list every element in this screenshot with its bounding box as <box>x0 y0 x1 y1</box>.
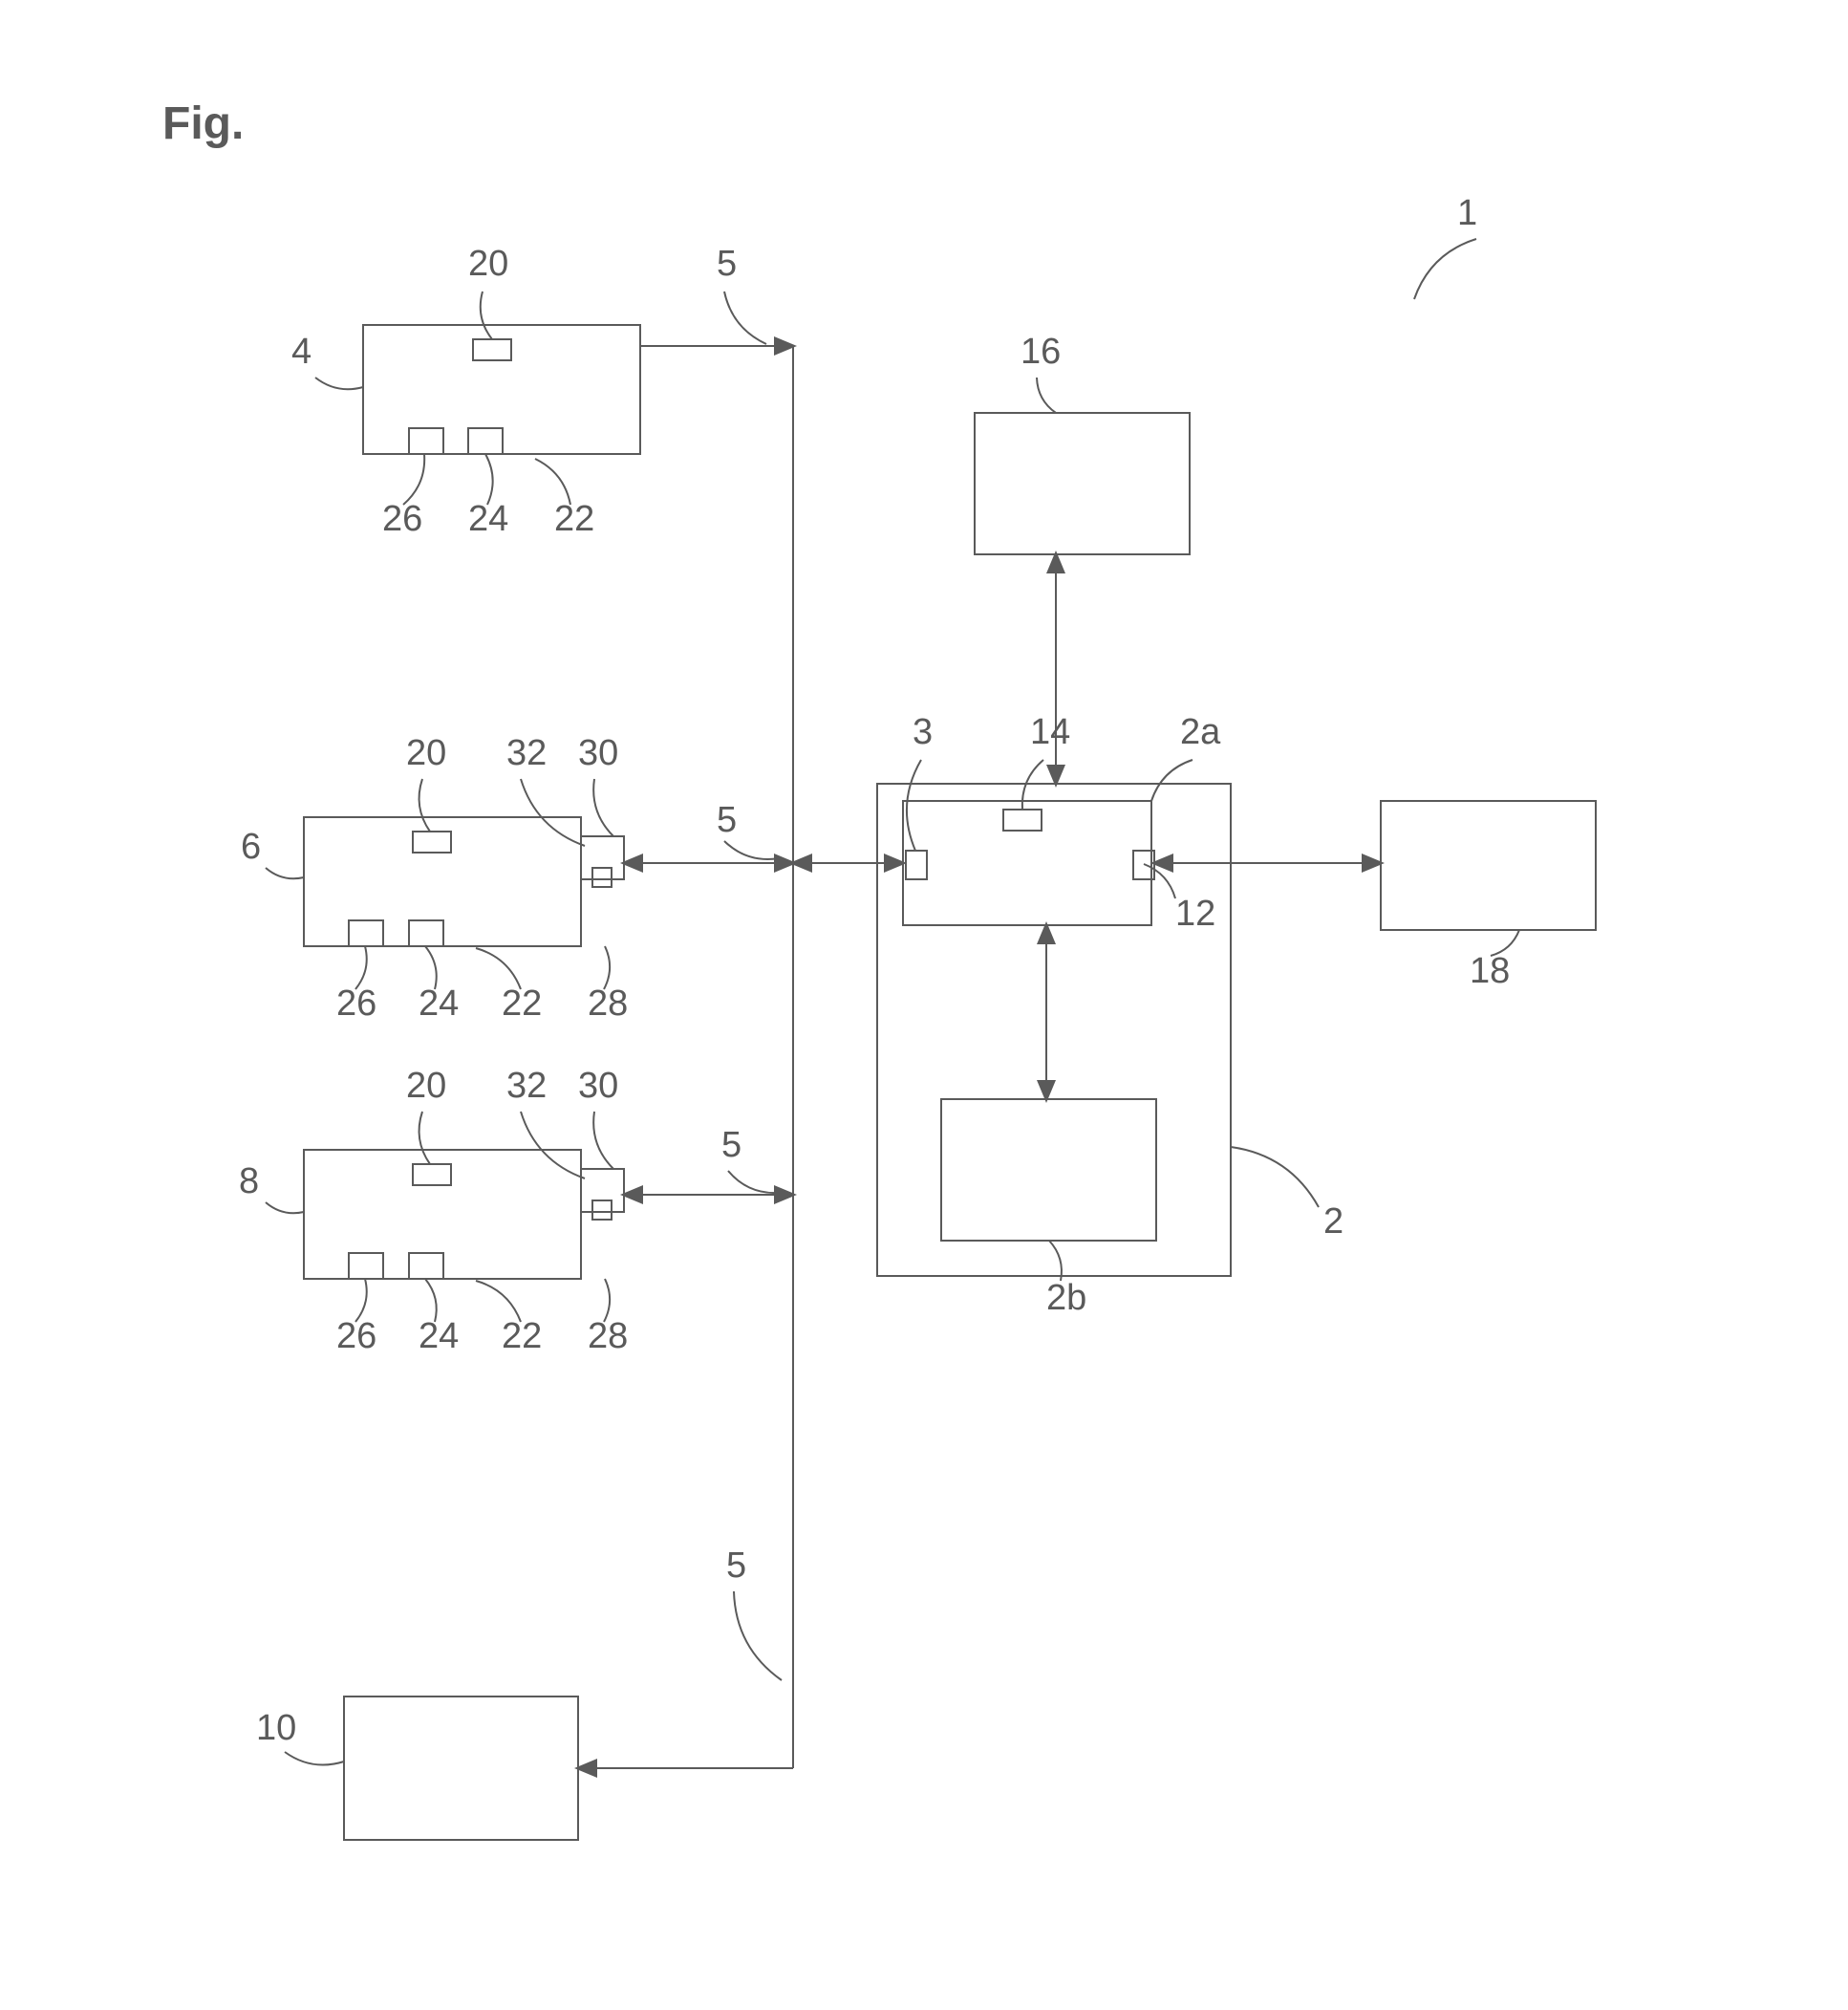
block-b2a <box>903 801 1151 925</box>
leader-7 <box>266 868 304 878</box>
leader-11 <box>593 779 613 836</box>
block-b2a-left <box>906 851 927 879</box>
label-L14: 14 <box>1030 712 1070 752</box>
block-b4-b1 <box>409 428 443 454</box>
label-L2: 2 <box>1323 1201 1343 1242</box>
label-L3: 3 <box>913 712 933 752</box>
label-L2a: 2a <box>1180 712 1221 752</box>
label-L22a: 22 <box>554 499 594 539</box>
label-L2b: 2b <box>1046 1278 1086 1318</box>
block-b4-b2 <box>468 428 503 454</box>
label-L20a: 20 <box>468 244 508 284</box>
leader-0 <box>1414 239 1476 299</box>
block-b6-b2 <box>409 920 443 946</box>
leader-34 <box>1144 864 1175 898</box>
label-L4: 4 <box>291 332 312 372</box>
label-L18: 18 <box>1470 951 1510 991</box>
label-L5c: 5 <box>721 1125 741 1165</box>
block-b8-b2 <box>409 1253 443 1279</box>
label-L30b: 30 <box>578 733 618 773</box>
leader-17 <box>728 1171 779 1193</box>
leader-9 <box>419 779 430 832</box>
label-L26b: 26 <box>336 983 376 1024</box>
block-b6-top <box>413 832 451 853</box>
block-b16 <box>975 413 1190 554</box>
block-b18 <box>1381 801 1596 930</box>
leader-26 <box>285 1752 344 1765</box>
figure-title: Fig. <box>162 98 244 149</box>
leader-5 <box>485 454 493 505</box>
leader-25 <box>734 1591 782 1680</box>
label-L8: 8 <box>239 1161 259 1201</box>
label-L24a: 24 <box>468 499 508 539</box>
leader-27 <box>1037 378 1056 413</box>
label-L1: 1 <box>1457 193 1477 233</box>
label-L20c: 20 <box>406 1066 446 1106</box>
label-L28b: 28 <box>588 983 628 1024</box>
leader-32 <box>907 760 921 851</box>
block-b2b <box>941 1099 1156 1241</box>
leader-31 <box>1049 1241 1062 1281</box>
block-b10 <box>344 1697 578 1840</box>
label-L10: 10 <box>256 1708 296 1748</box>
leader-19 <box>521 1112 585 1178</box>
leader-16 <box>266 1202 304 1213</box>
label-L20b: 20 <box>406 733 446 773</box>
block-b8-top <box>413 1164 451 1185</box>
leader-10 <box>521 779 585 846</box>
label-L16: 16 <box>1021 332 1061 372</box>
label-L32c: 32 <box>506 1066 547 1106</box>
label-L12: 12 <box>1175 894 1215 934</box>
label-L6: 6 <box>241 827 261 867</box>
leader-6 <box>535 459 570 505</box>
figure-diagram: Fig.1455556810161822a2b31214202020222222… <box>0 0 1848 2010</box>
label-L24b: 24 <box>419 983 459 1024</box>
label-L22b: 22 <box>502 983 542 1024</box>
block-b6-attach <box>581 836 624 879</box>
block-b2outer <box>877 784 1231 1276</box>
leader-18 <box>419 1112 430 1164</box>
leader-1 <box>315 378 363 389</box>
label-L30c: 30 <box>578 1066 618 1106</box>
label-L24c: 24 <box>419 1316 459 1356</box>
leader-2 <box>724 292 766 344</box>
block-b6-attachInner <box>592 868 612 887</box>
block-b2a-top <box>1003 810 1042 831</box>
leader-8 <box>724 841 779 859</box>
leader-3 <box>481 292 492 339</box>
block-b4-top <box>473 339 511 360</box>
label-L26a: 26 <box>382 499 422 539</box>
leader-29 <box>1231 1147 1319 1207</box>
label-L5d: 5 <box>726 1545 746 1586</box>
block-b6-b1 <box>349 920 383 946</box>
label-L5a: 5 <box>717 244 737 284</box>
leader-20 <box>593 1112 613 1169</box>
label-L32b: 32 <box>506 733 547 773</box>
block-b8-attachInner <box>592 1200 612 1220</box>
leader-30 <box>1151 760 1193 801</box>
label-L26c: 26 <box>336 1316 376 1356</box>
label-L5b: 5 <box>717 800 737 840</box>
label-L28c: 28 <box>588 1316 628 1356</box>
block-b8-attach <box>581 1169 624 1212</box>
leader-4 <box>403 454 424 505</box>
label-L22c: 22 <box>502 1316 542 1356</box>
block-b8-b1 <box>349 1253 383 1279</box>
